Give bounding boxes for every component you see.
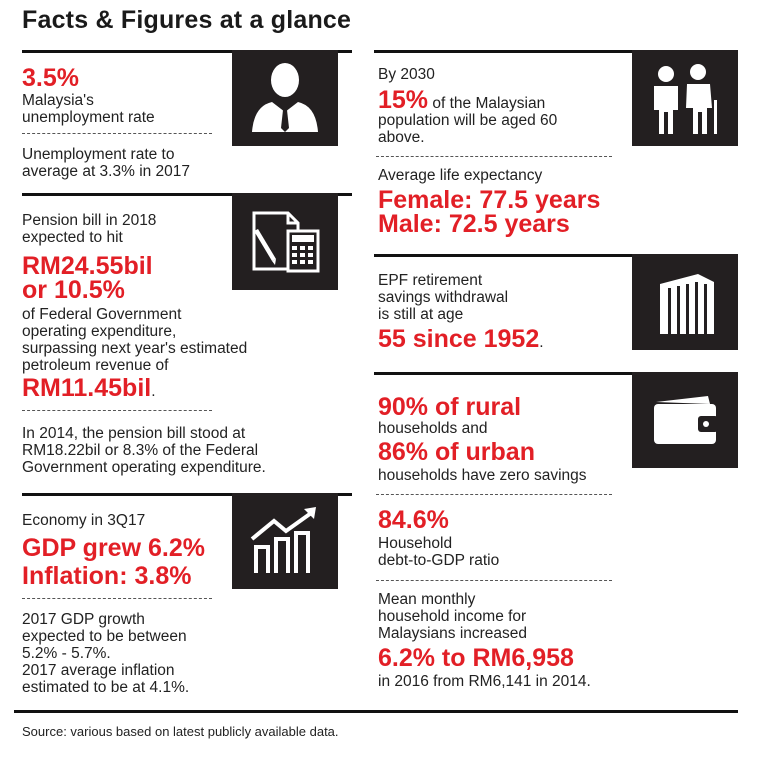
divider: [22, 410, 212, 411]
debt-label: Household: [378, 535, 453, 552]
pension-desc: of Federal Government: [22, 306, 182, 323]
source-note: Source: various based on latest publicly…: [22, 724, 339, 739]
debt-label: debt-to-GDP ratio: [378, 552, 500, 569]
rural-value: 90% of rural: [378, 393, 522, 421]
income-intro: household income for: [378, 608, 527, 625]
left-rule-economy: [22, 493, 352, 496]
pension-intro: expected to hit: [22, 229, 123, 246]
gdp-value: GDP grew 6.2%: [22, 534, 205, 562]
ageing-desc: above.: [378, 129, 425, 146]
pension-desc: petroleum revenue of: [22, 357, 169, 374]
income-value: 6.2% to RM6,958: [378, 644, 574, 672]
economy-intro: Economy in 3Q17: [22, 512, 146, 529]
wallet-tile: [632, 372, 738, 468]
income-intro: Mean monthly: [378, 591, 476, 608]
pension-revenue: RM11.45bil: [22, 374, 152, 402]
wallet-icon: [654, 396, 718, 444]
pension-intro: Pension bill in 2018: [22, 212, 157, 229]
building-icon: [660, 274, 714, 334]
economy-note: 5.2% - 5.7%.: [22, 645, 111, 662]
life-male: Male: 72.5 years: [378, 210, 570, 238]
ageing-desc: population will be aged 60: [378, 112, 558, 129]
growth-chart-icon: [250, 507, 316, 573]
right-rule-epf: [374, 254, 738, 257]
epf-intro: savings withdrawal: [378, 289, 509, 306]
pension-note: In 2014, the pension bill stood at: [22, 425, 246, 442]
pension-value: or 10.5%: [22, 276, 125, 304]
right-rule-savings: [374, 372, 738, 375]
divider: [376, 156, 612, 157]
growth-chart-tile: [232, 493, 338, 589]
epf-value-line: 55 since 1952.: [378, 327, 544, 352]
epf-intro: EPF retirement: [378, 272, 483, 289]
left-top-rule: [22, 50, 352, 53]
life-intro: Average life expectancy: [378, 167, 543, 184]
unemployment-note: Unemployment rate to: [22, 146, 175, 163]
footer-rule: [14, 710, 738, 713]
epf-value-suffix: .: [539, 334, 544, 351]
elderly-tile: [632, 50, 738, 146]
unemployment-label: unemployment rate: [22, 109, 155, 126]
unemployment-note: average at 3.3% in 2017: [22, 163, 191, 180]
calculator-icon: [252, 211, 320, 273]
economy-note: expected to be between: [22, 628, 187, 645]
inflation-value: Inflation: 3.8%: [22, 562, 192, 590]
unemployment-value: 3.5%: [22, 64, 79, 92]
elderly-couple-icon: [654, 64, 717, 134]
right-top-rule: [374, 50, 738, 53]
economy-note: estimated to be at 4.1%.: [22, 679, 190, 696]
divider: [22, 133, 212, 134]
ageing-line: 15% of the Malaysian: [378, 88, 545, 113]
ageing-desc: of the Malaysian: [428, 95, 546, 112]
left-rule-pension: [22, 193, 352, 196]
economy-note: 2017 GDP growth: [22, 611, 145, 628]
urban-value: 86% of urban: [378, 438, 535, 466]
urban-label: households have zero savings: [378, 467, 587, 484]
income-note: in 2016 from RM6,141 in 2014.: [378, 673, 591, 690]
ageing-value: 15%: [378, 86, 429, 114]
debt-value: 84.6%: [378, 506, 449, 534]
pension-desc: operating expenditure,: [22, 323, 177, 340]
pension-note: RM18.22bil or 8.3% of the Federal: [22, 442, 259, 459]
income-intro: Malaysians increased: [378, 625, 528, 642]
divider: [376, 580, 612, 581]
pension-note: Government operating expenditure.: [22, 459, 266, 476]
pension-revenue-suffix: .: [151, 383, 156, 400]
pension-revenue-line: RM11.45bil.: [22, 376, 156, 401]
calculator-tile: [232, 193, 338, 290]
businessman-icon: [252, 63, 318, 132]
epf-intro: is still at age: [378, 306, 464, 323]
ageing-intro: By 2030: [378, 66, 435, 83]
epf-value: 55 since 1952: [378, 325, 540, 353]
rural-label: households and: [378, 420, 488, 437]
pension-value: RM24.55bil: [22, 252, 153, 280]
divider: [376, 494, 612, 495]
divider: [22, 598, 212, 599]
pension-desc: surpassing next year's estimated: [22, 340, 248, 357]
businessman-tile: [232, 50, 338, 146]
life-female: Female: 77.5 years: [378, 186, 601, 214]
building-tile: [632, 254, 738, 350]
economy-note: 2017 average inflation: [22, 662, 175, 679]
page-title: Facts & Figures at a glance: [22, 6, 352, 34]
unemployment-label: Malaysia's: [22, 92, 94, 109]
